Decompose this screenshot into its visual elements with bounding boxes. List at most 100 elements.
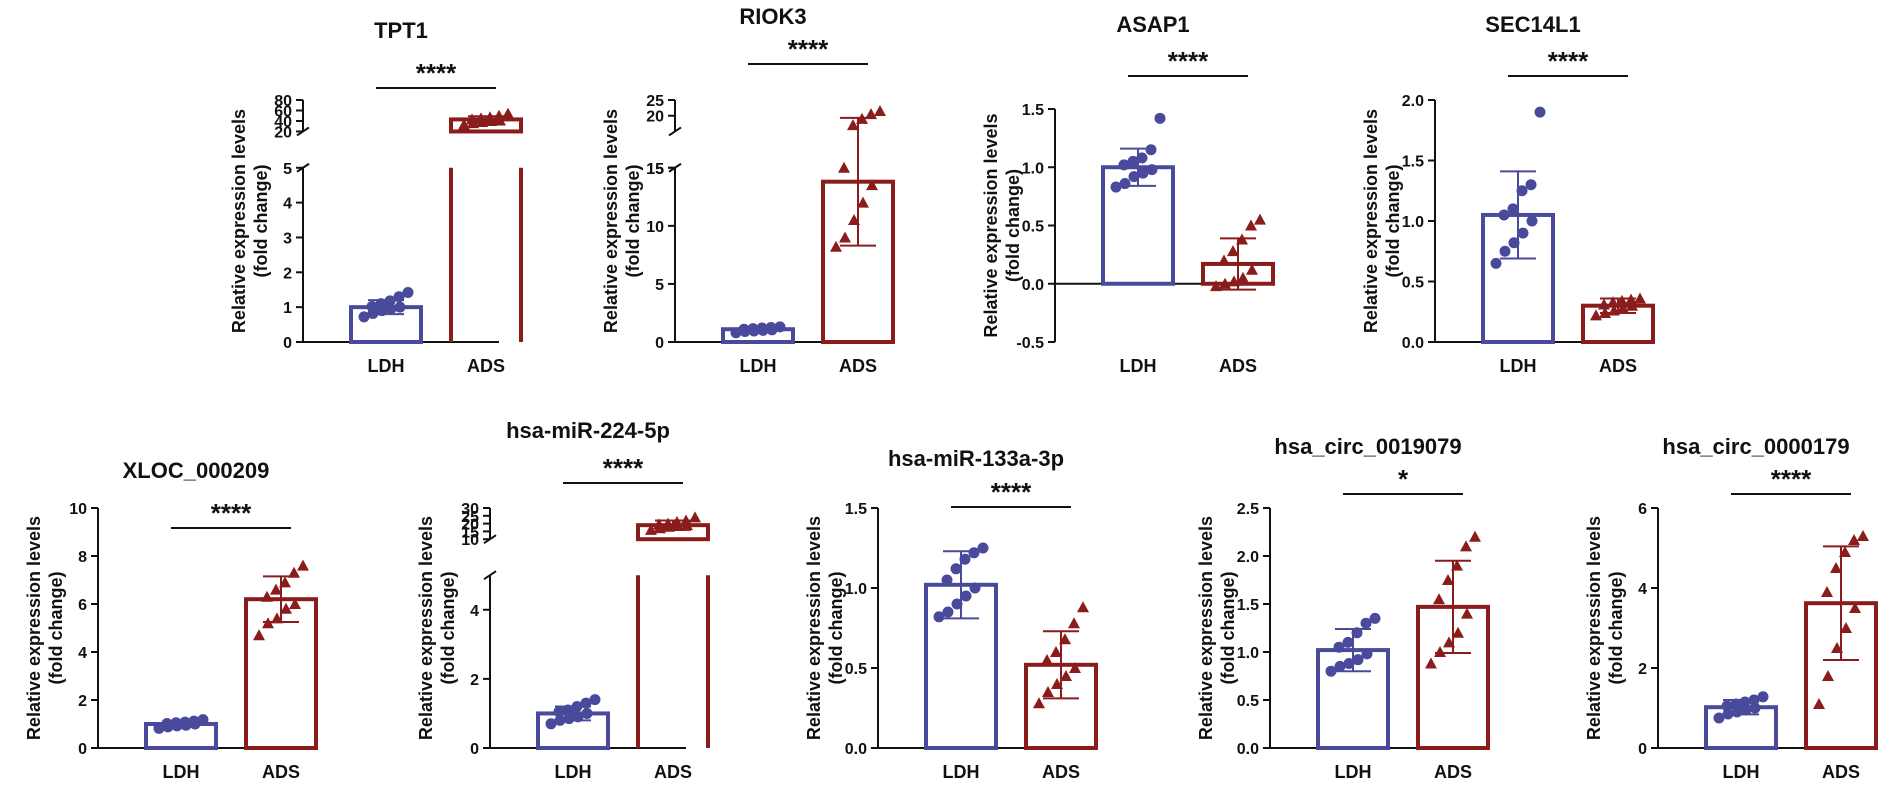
y-tick-label: 1.0 — [1402, 214, 1424, 231]
y-tick-label: 1.5 — [1402, 154, 1424, 171]
data-point-ads — [1616, 294, 1628, 306]
chart-panel-8: hsa_circ_0019079 Relative expression leve… — [1196, 434, 1490, 782]
data-point-ldh — [1127, 155, 1139, 167]
data-point-ldh — [1119, 178, 1131, 190]
data-point-ldh — [1498, 209, 1510, 221]
data-point-ldh — [1128, 171, 1140, 183]
data-point-ldh — [1713, 712, 1725, 724]
y-tick-label: 2.5 — [1237, 501, 1259, 518]
data-point-ldh — [402, 287, 414, 299]
data-point-ldh — [153, 722, 165, 734]
y-tick-label: 25 — [461, 509, 479, 526]
data-point-ads — [502, 107, 514, 119]
y-tick-label: 6 — [1638, 501, 1647, 518]
y-axis-label-unit: (fold change) — [438, 572, 458, 685]
data-point-ads — [856, 112, 868, 124]
x-tick-label-ads: ADS — [262, 762, 300, 782]
data-point-ldh — [161, 718, 173, 730]
data-point-ads — [1443, 636, 1455, 648]
data-point-ads — [1051, 678, 1063, 689]
data-point-ldh — [1110, 181, 1122, 193]
y-tick-label: 3 — [283, 230, 292, 247]
x-tick-label-ldh: LDH — [555, 762, 592, 782]
data-point-ldh — [1118, 159, 1130, 171]
data-point-ads — [662, 517, 674, 529]
data-point-ads — [289, 598, 301, 609]
data-point-ads — [838, 161, 850, 173]
y-tick-label: 4 — [283, 196, 292, 213]
data-point-ads — [262, 617, 274, 629]
data-point-ads — [1254, 213, 1266, 225]
x-tick-label-ads: ADS — [1042, 762, 1080, 782]
data-point-ldh — [1525, 179, 1537, 191]
chart-panel-4: SEC14L1 Relative expression levels (fold c… — [1361, 12, 1655, 376]
chart-title: hsa_circ_0000179 — [1662, 434, 1849, 459]
significance-label: **** — [603, 453, 644, 483]
data-point-ads — [1839, 546, 1851, 557]
data-point-ads — [270, 583, 282, 595]
data-point-ldh — [1748, 694, 1760, 706]
data-point-ads — [1830, 562, 1842, 573]
y-tick-label: 20 — [461, 517, 479, 534]
y-tick-label: 4 — [1638, 581, 1647, 598]
data-point-ldh — [563, 713, 575, 725]
data-point-ads — [1840, 622, 1852, 633]
y-axis-label: Relative expression levels — [601, 109, 621, 333]
data-point-ads — [253, 629, 265, 641]
chart-title: XLOC_000209 — [123, 458, 270, 483]
data-point-ldh — [1731, 706, 1743, 718]
data-point-ldh — [968, 547, 980, 559]
chart-panel-2: RIOK3 Relative expression levels (fold cha… — [601, 4, 895, 376]
chart-title: RIOK3 — [739, 4, 806, 29]
data-point-ads — [874, 105, 886, 117]
data-point-ads — [653, 518, 665, 530]
y-axis-label: Relative expression levels — [1196, 516, 1216, 740]
x-tick-label-ads: ADS — [654, 762, 692, 782]
data-point-ldh — [1334, 660, 1346, 672]
y-tick-label: 0.0 — [1402, 335, 1424, 352]
data-point-ldh — [765, 321, 777, 333]
y-tick-label: 1.0 — [1237, 645, 1259, 662]
data-point-ldh — [1342, 636, 1354, 648]
data-point-ldh — [1508, 237, 1520, 249]
y-tick-label: 2 — [1638, 661, 1647, 678]
data-point-ads — [1625, 293, 1637, 305]
chart-title: hsa-miR-224-5p — [506, 418, 670, 443]
y-tick-label: 2 — [470, 672, 479, 689]
data-point-ldh — [941, 574, 953, 586]
x-tick-label-ldh: LDH — [740, 356, 777, 376]
y-tick-label: 0.5 — [1237, 693, 1259, 710]
x-tick-label-ads: ADS — [1434, 762, 1472, 782]
chart-panel-5: XLOC_000209 Relative expression levels (fo… — [24, 458, 318, 782]
data-point-ldh — [747, 323, 759, 335]
y-axis-label: Relative expression levels — [416, 516, 436, 740]
data-point-ads — [1598, 298, 1610, 310]
y-tick-label: 1.0 — [845, 581, 867, 598]
y-tick-label: 0 — [283, 335, 292, 352]
data-point-ldh — [1333, 641, 1345, 653]
data-point-ldh — [385, 303, 397, 315]
x-tick-label-ads: ADS — [467, 356, 505, 376]
data-point-ads — [866, 179, 878, 191]
data-point-ads — [865, 108, 877, 120]
y-tick-label: 15 — [646, 161, 664, 178]
significance-label: **** — [416, 58, 457, 88]
y-tick-label: 0 — [470, 741, 479, 758]
data-point-ads — [1246, 263, 1258, 275]
y-tick-label: 0.5 — [1402, 275, 1424, 292]
x-tick-label-ads: ADS — [1599, 356, 1637, 376]
axis-break-mark — [668, 126, 682, 137]
data-point-ldh — [179, 716, 191, 728]
significance-label: **** — [1168, 46, 1209, 76]
data-point-ads — [1442, 574, 1454, 585]
data-point-ldh — [170, 717, 182, 729]
data-point-ldh — [1137, 167, 1149, 179]
y-tick-label: 0 — [78, 741, 87, 758]
data-point-ldh — [1739, 696, 1751, 708]
data-point-ldh — [589, 694, 601, 706]
data-point-ldh — [1369, 612, 1381, 624]
data-point-ads — [493, 109, 505, 121]
data-point-ads — [1218, 254, 1230, 266]
significance-label: **** — [1771, 464, 1812, 494]
data-point-ads — [1626, 299, 1638, 311]
